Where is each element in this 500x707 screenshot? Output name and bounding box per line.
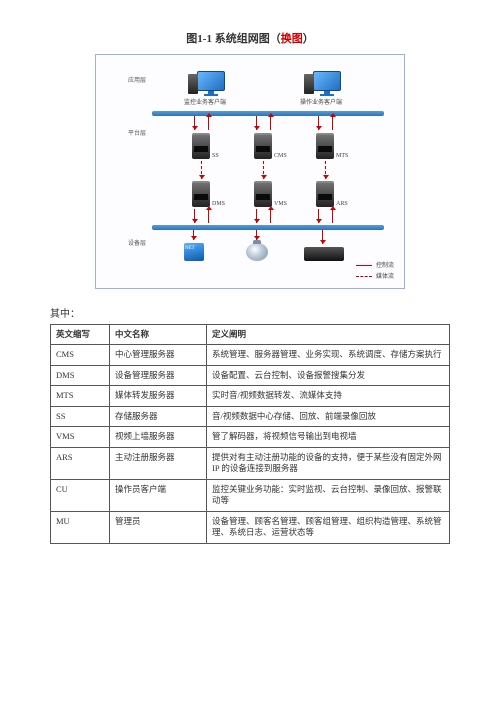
table-cell: 监控关键业务功能：实时监视、云台控制、录像回放、报警联动等 [207,479,450,511]
legend-dashed-line [356,276,372,277]
table-cell: 管理员 [110,511,207,543]
server-ss [192,133,210,159]
arrow [193,230,194,240]
table-row: VMS视频上墙服务器管了解码器，将视频信号输出到电视墙 [51,427,450,447]
arrow [208,116,209,130]
table-cell: 管了解码器，将视频信号输出到电视墙 [207,427,450,447]
arrow [201,161,202,179]
level-platform-label: 平台层 [104,128,146,137]
figure-title: 图1-1 系统组网图（换图） [50,30,450,46]
server-dms [192,181,210,207]
arrow [318,209,319,223]
table-cell: CU [51,479,110,511]
table-cell: DMS [51,365,110,385]
col-def: 定义阐明 [207,325,450,345]
nvr-device [304,247,344,261]
table-row: CMS中心管理服务器系统管理、服务器管理、业务实现、系统调度、存储方案执行 [51,345,450,365]
table-cell: 系统管理、服务器管理、业务实现、系统调度、存储方案执行 [207,345,450,365]
server-ss-label: SS [212,153,219,159]
server-mts [316,133,334,159]
arrow [256,116,257,130]
client-right [308,71,346,96]
arrow [270,209,271,223]
table-cell: 设备管理、顾客名管理、顾客组管理、组织构造管理、系统管理、系统日志、运营状态等 [207,511,450,543]
table-cell: 提供对有主动注册功能的设备的支持，便于某些没有固定外网 IP 的设备连接到服务器 [207,447,450,479]
table-cell: 存储服务器 [110,406,207,426]
legend: 控制流 媒体流 [356,258,394,280]
server-mts-label: MTS [336,153,348,159]
table-cell: 设备配置、云台控制、设备报警搜集分发 [207,365,450,385]
server-vms [254,181,272,207]
table-cell: 设备管理服务器 [110,365,207,385]
arrow [318,116,319,130]
col-chinese: 中文名称 [110,325,207,345]
table-header-row: 英文缩写 中文名称 定义阐明 [51,325,450,345]
server-cms [254,133,272,159]
table-cell: MU [51,511,110,543]
bar-bottom [152,225,384,230]
net-device [184,243,204,261]
table-cell: 操作员客户端 [110,479,207,511]
table-cell: 视频上墙服务器 [110,427,207,447]
table-cell: CMS [51,345,110,365]
table-row: ARS主动注册服务器提供对有主动注册功能的设备的支持，便于某些没有固定外网 IP… [51,447,450,479]
figure-title-red: 换图 [281,33,303,45]
table-cell: ARS [51,447,110,479]
server-vms-label: VMS [274,201,287,207]
network-diagram: 应用层 平台层 设备层 监控业务客户端 操作业务客户端 SS CMS MTS [95,54,405,289]
legend-solid-label: 控制流 [376,263,394,269]
table-cell: MTS [51,386,110,406]
server-cms-label: CMS [274,153,287,159]
legend-dashed-label: 媒体流 [376,274,394,280]
table-cell: 实时音/视频数据转发、流媒体支持 [207,386,450,406]
table-cell: 主动注册服务器 [110,447,207,479]
table-row: SS存储服务器音/视频数据中心存储、回放、前端录像回放 [51,406,450,426]
client-left [192,71,230,96]
arrow [208,209,209,223]
table-cell: 媒体转发服务器 [110,386,207,406]
arrow [332,116,333,130]
arrow [270,116,271,130]
server-ars [316,181,334,207]
camera-device [246,243,268,261]
table-cell: SS [51,406,110,426]
table-cell: VMS [51,427,110,447]
arrow [322,230,323,244]
arrow [194,209,195,223]
table-row: DMS设备管理服务器设备配置、云台控制、设备报警搜集分发 [51,365,450,385]
table-row: MTS媒体转发服务器实时音/视频数据转发、流媒体支持 [51,386,450,406]
server-dms-label: DMS [212,201,225,207]
table-row: CU操作员客户端监控关键业务功能：实时监视、云台控制、录像回放、报警联动等 [51,479,450,511]
arrow [325,161,326,179]
client-left-label: 监控业务客户端 [184,97,226,106]
level-device-label: 设备层 [104,238,146,247]
arrow [263,161,264,179]
where-label: 其中： [50,305,450,320]
arrow [256,209,257,223]
level-app-label: 应用层 [104,75,146,84]
arrow [256,230,257,240]
arrow [194,116,195,130]
document-page: 图1-1 系统组网图（换图） 应用层 平台层 设备层 监控业务客户端 操作业务客… [0,0,500,707]
figure-title-suffix: ） [303,33,314,45]
legend-solid-line [356,265,372,266]
table-cell: 中心管理服务器 [110,345,207,365]
figure-title-prefix: 图1-1 系统组网图（ [186,33,280,45]
server-ars-label: ARS [336,201,348,207]
definitions-table: 英文缩写 中文名称 定义阐明 CMS中心管理服务器系统管理、服务器管理、业务实现… [50,324,450,544]
client-right-label: 操作业务客户端 [300,97,342,106]
table-row: MU管理员设备管理、顾客名管理、顾客组管理、组织构造管理、系统管理、系统日志、运… [51,511,450,543]
col-abbr: 英文缩写 [51,325,110,345]
table-cell: 音/视频数据中心存储、回放、前端录像回放 [207,406,450,426]
arrow [332,209,333,223]
